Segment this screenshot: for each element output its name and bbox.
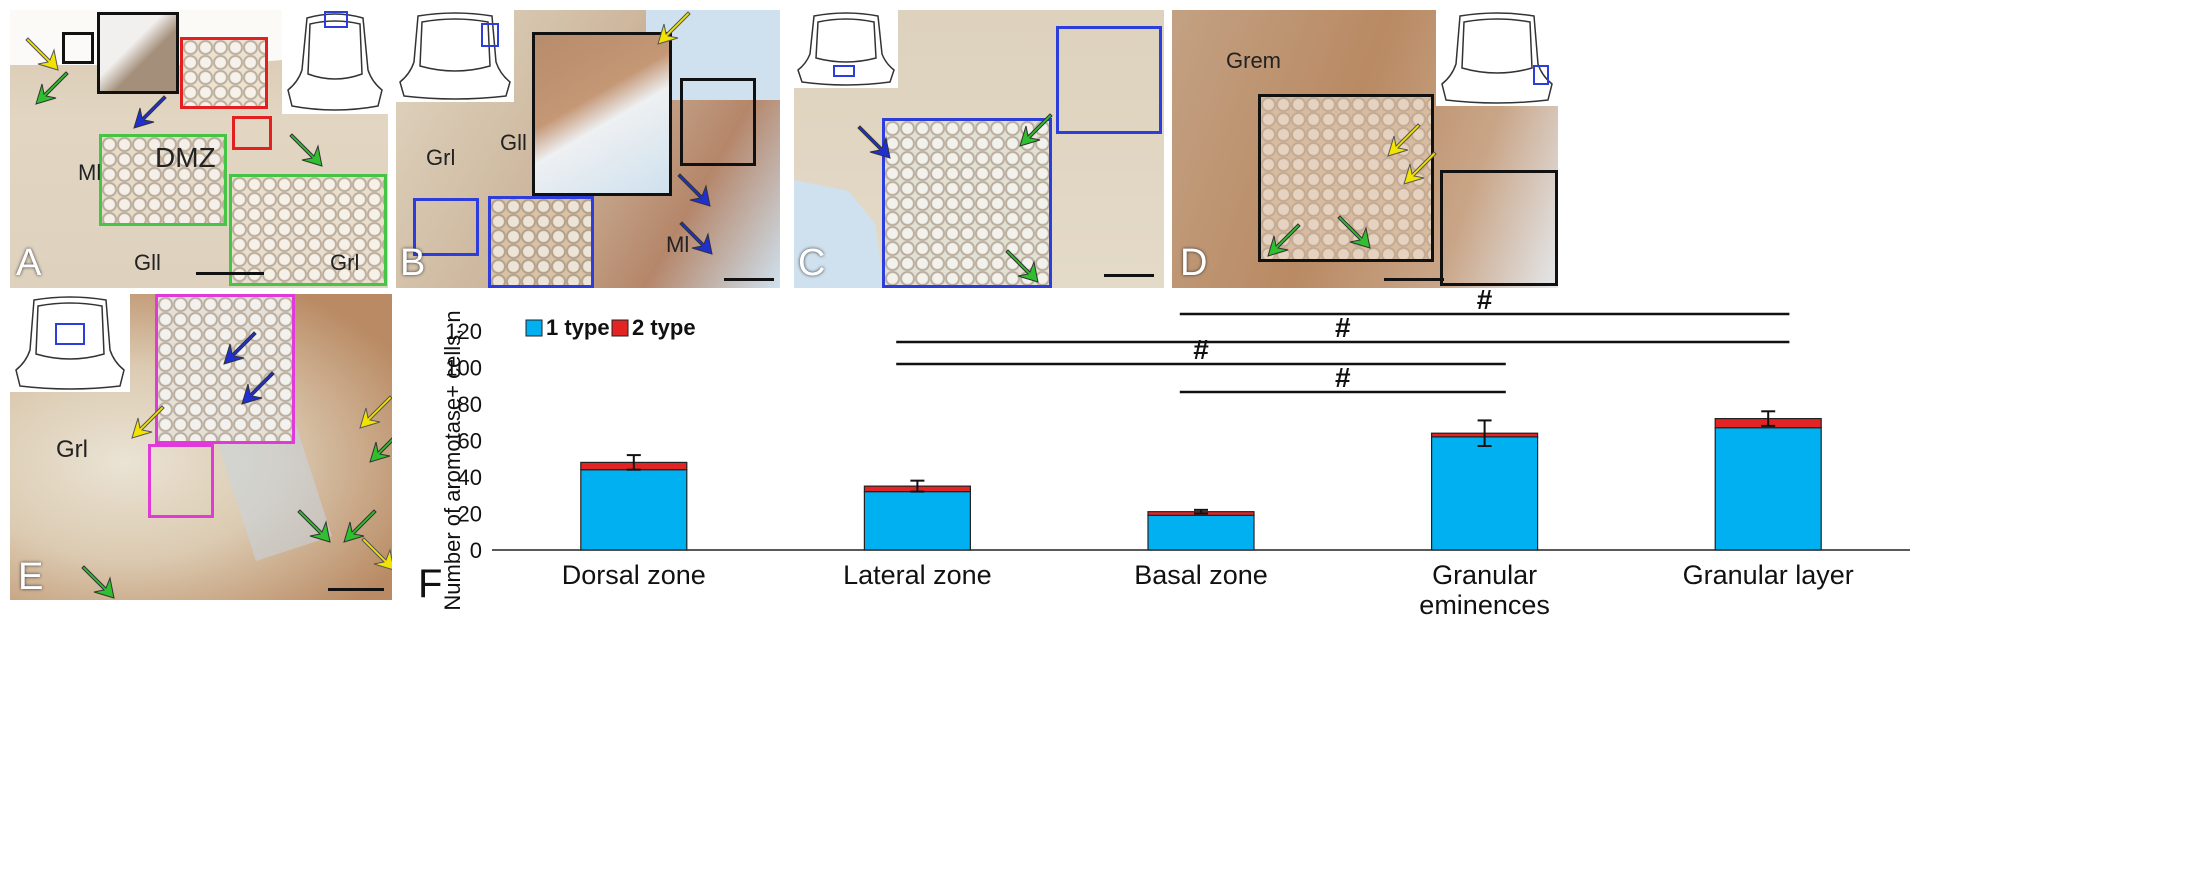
y-tick-label: 20 bbox=[458, 502, 482, 527]
x-tick-label: Lateral zone bbox=[843, 560, 992, 590]
label-gll-b: Gll bbox=[500, 130, 527, 155]
blue-arrow bbox=[679, 221, 713, 255]
box-black-small-a bbox=[62, 32, 94, 64]
significance-marker: # bbox=[1477, 290, 1493, 315]
green-arrow bbox=[297, 509, 331, 543]
y-axis-label: Number of aromotase+ cells, n bbox=[440, 310, 465, 610]
panel-c: C bbox=[794, 10, 1164, 288]
x-tick-label: Granular layer bbox=[1683, 560, 1854, 590]
legend-label-type-1: 1 type bbox=[546, 315, 610, 340]
green-arrow bbox=[1005, 249, 1039, 283]
label-grl-b: Grl bbox=[426, 145, 456, 170]
scale-bar-d bbox=[1384, 278, 1444, 281]
panel-f: F 0 20 40 60 80 100 120 Number of aromotase+ ce… bbox=[400, 290, 2210, 871]
inset-green-grl bbox=[229, 174, 387, 286]
panel-label-d: D bbox=[1180, 242, 1208, 284]
scale-bar-a bbox=[196, 272, 264, 275]
inset-red-a bbox=[180, 37, 268, 109]
box-blue-small-b bbox=[413, 198, 479, 256]
y-tick-label: 40 bbox=[458, 465, 482, 490]
blue-arrow bbox=[241, 371, 275, 405]
x-tick-label: Basal zone bbox=[1134, 560, 1268, 590]
brain-schematic-d bbox=[1436, 10, 1558, 106]
box-magenta-small-e bbox=[148, 444, 214, 518]
x-tick-label: eminences bbox=[1419, 590, 1550, 620]
green-arrow bbox=[35, 71, 69, 105]
x-tick-label: Dorsal zone bbox=[562, 560, 706, 590]
inset-blue-b bbox=[488, 196, 594, 288]
blue-arrow bbox=[677, 173, 711, 207]
brain-schematic-a bbox=[282, 10, 388, 114]
panel-a: DMZ Ml Gll Grl A bbox=[10, 10, 388, 288]
panel-d: Grem D bbox=[1172, 10, 1558, 288]
blue-arrow bbox=[133, 95, 167, 129]
brain-schematic-c bbox=[794, 10, 898, 88]
blue-arrow bbox=[223, 331, 257, 365]
scale-bar-b bbox=[724, 278, 774, 281]
inset-black-a bbox=[97, 12, 179, 94]
significance-marker: # bbox=[1335, 362, 1351, 393]
box-black-small-d bbox=[1440, 170, 1558, 286]
box-blue-small-c bbox=[1056, 26, 1162, 134]
inset-black-b bbox=[532, 32, 672, 196]
scale-bar-c bbox=[1104, 274, 1154, 277]
label-grl-e: Grl bbox=[56, 436, 88, 463]
panel-label-a: A bbox=[16, 242, 42, 284]
inset-green-dmz bbox=[99, 134, 227, 226]
yellow-arrow bbox=[131, 405, 165, 439]
label-grem: Grem bbox=[1226, 48, 1281, 73]
yellow-arrow bbox=[1387, 123, 1421, 157]
green-arrow bbox=[1019, 113, 1053, 147]
blue-arrow bbox=[857, 125, 891, 159]
panel-label-c: C bbox=[798, 242, 826, 284]
panel-label-e: E bbox=[18, 556, 44, 598]
y-tick-label: 0 bbox=[470, 538, 482, 563]
bar-type-1 bbox=[1147, 514, 1255, 551]
bar-type-1 bbox=[580, 469, 688, 551]
significance-marker: # bbox=[1335, 312, 1351, 343]
green-arrow bbox=[81, 565, 115, 599]
y-tick-label: 60 bbox=[458, 429, 482, 454]
label-dmz: DMZ bbox=[155, 142, 216, 173]
green-arrow bbox=[289, 133, 323, 167]
panel-b: Grl Gll Ml B bbox=[396, 10, 780, 288]
brain-schematic-b bbox=[396, 10, 514, 102]
legend-swatch-type-2 bbox=[611, 319, 629, 337]
yellow-arrow bbox=[657, 11, 691, 45]
bar-type-1 bbox=[863, 491, 971, 551]
scale-bar-e bbox=[328, 588, 384, 591]
label-ml-a: Ml bbox=[78, 160, 102, 185]
green-arrow bbox=[343, 509, 377, 543]
panel-label-b: B bbox=[400, 242, 426, 284]
y-tick-label: 80 bbox=[458, 392, 482, 417]
box-black-small-b bbox=[680, 78, 756, 166]
brain-schematic-e bbox=[10, 294, 130, 392]
yellow-arrow bbox=[359, 395, 392, 429]
bar-type-1 bbox=[1714, 427, 1822, 551]
panel-e: Grl E bbox=[10, 294, 392, 600]
y-tick-label: 120 bbox=[445, 319, 482, 344]
yellow-arrow bbox=[1403, 151, 1437, 185]
legend-swatch-type-1 bbox=[525, 319, 543, 337]
yellow-arrow bbox=[25, 37, 59, 71]
significance-marker: # bbox=[1193, 334, 1209, 365]
y-tick-label: 100 bbox=[445, 356, 482, 381]
green-arrow bbox=[1337, 215, 1371, 249]
label-grl-a: Grl bbox=[330, 250, 360, 275]
box-red-small-a bbox=[232, 116, 272, 150]
yellow-arrow bbox=[361, 537, 392, 570]
inset-blue-c-large bbox=[882, 118, 1052, 288]
inset-magenta-e bbox=[155, 294, 295, 444]
x-tick-label: Granular bbox=[1432, 560, 1537, 590]
panel-label-f: F bbox=[418, 562, 443, 606]
label-ml-b: Ml bbox=[666, 232, 690, 257]
legend-label-type-2: 2 type bbox=[632, 315, 696, 340]
label-gll-a: Gll bbox=[134, 250, 161, 275]
green-arrow bbox=[1267, 223, 1301, 257]
green-arrow bbox=[369, 437, 392, 463]
bar-type-1 bbox=[1430, 436, 1539, 551]
